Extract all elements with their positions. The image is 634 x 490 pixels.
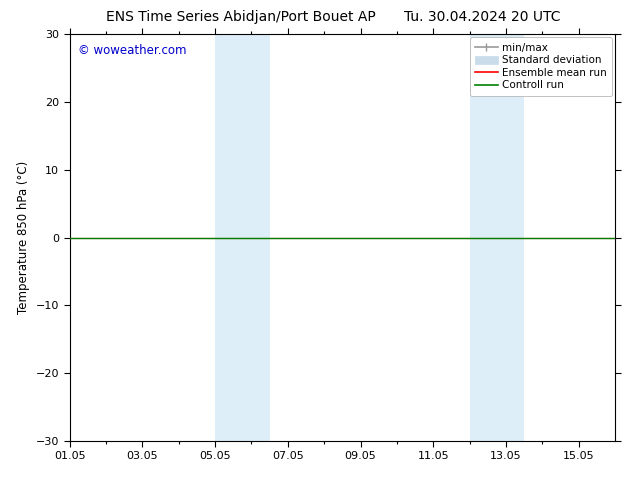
Bar xyxy=(215,34,269,441)
Text: Tu. 30.04.2024 20 UTC: Tu. 30.04.2024 20 UTC xyxy=(404,10,560,24)
Legend: min/max, Standard deviation, Ensemble mean run, Controll run: min/max, Standard deviation, Ensemble me… xyxy=(470,37,612,96)
Text: © woweather.com: © woweather.com xyxy=(78,45,186,57)
Bar xyxy=(470,34,524,441)
Text: ENS Time Series Abidjan/Port Bouet AP: ENS Time Series Abidjan/Port Bouet AP xyxy=(106,10,376,24)
Y-axis label: Temperature 850 hPa (°C): Temperature 850 hPa (°C) xyxy=(17,161,30,314)
